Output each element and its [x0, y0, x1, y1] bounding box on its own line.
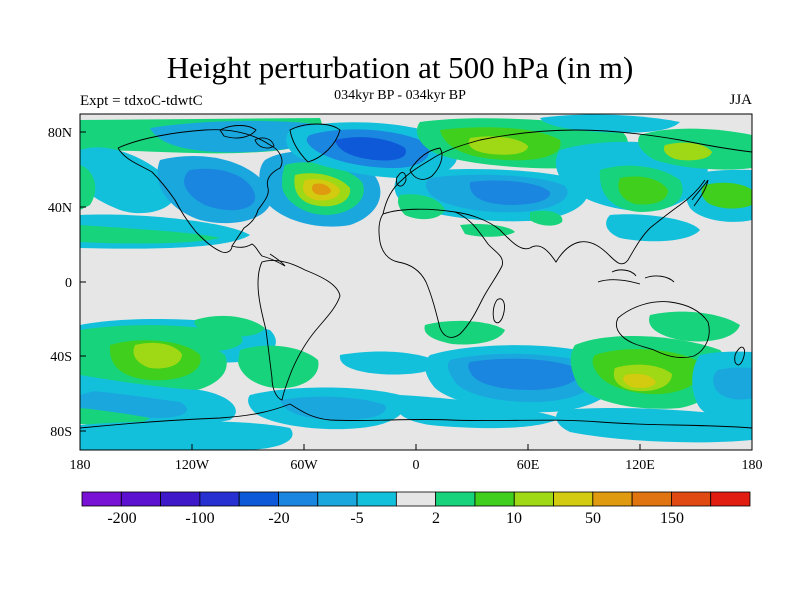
contour-region: [701, 182, 752, 209]
colorbar-swatch: [395, 491, 437, 507]
colorbar-swatch: [710, 491, 751, 507]
contour-region: [424, 320, 505, 345]
coastline-north-america-west: [117, 147, 233, 253]
colorbar-swatch: [435, 491, 476, 507]
colorbar: [81, 491, 751, 507]
colorbar-swatch: [356, 491, 397, 507]
lon-tick-label: 120E: [625, 458, 655, 473]
lat-tick-label: 80S: [50, 425, 72, 440]
colorbar-label: 2: [432, 510, 440, 527]
colorbar-labels: -200 -100 -20 -5 2 10 50 150: [107, 510, 684, 527]
contour-region: [540, 114, 680, 133]
contour-region: [623, 373, 656, 388]
contour-region: [713, 367, 752, 400]
contour-region: [618, 176, 668, 205]
coastline-new-zealand: [734, 346, 745, 366]
contour-region: [649, 311, 740, 342]
colorbar-swatch: [278, 491, 319, 507]
coastline-north-america: [117, 129, 286, 267]
season-label: JJA: [729, 92, 752, 108]
map-title: Height perturbation at 500 hPa (in m): [166, 50, 634, 85]
coastline-madagascar: [492, 298, 505, 324]
lat-tick-label: 40S: [50, 350, 72, 365]
colorbar-swatch: [160, 491, 201, 507]
colorbar-swatch: [631, 491, 672, 507]
coastline-eurasia: [382, 129, 752, 215]
contour-region: [80, 225, 220, 244]
lon-tick-label: 120W: [175, 458, 210, 473]
coastline-scandinavia: [409, 147, 443, 180]
contour-region: [184, 168, 256, 211]
contour-region: [80, 165, 96, 210]
coastline-south-america: [257, 259, 341, 401]
coastline-uk: [395, 172, 407, 187]
contour-region: [469, 180, 551, 205]
coastlines: [80, 123, 752, 429]
colorbar-swatch: [199, 491, 240, 507]
contour-region: [530, 210, 563, 226]
lon-tick-label: 60W: [290, 458, 318, 473]
contour-region: [194, 315, 265, 337]
colorbar-label: -100: [185, 510, 214, 527]
contour-region: [80, 408, 150, 426]
contour-region: [80, 378, 99, 395]
coastline-japan: [691, 179, 709, 207]
colorbar-label: -20: [268, 510, 289, 527]
contour-region: [280, 396, 386, 420]
coastline-africa: [378, 208, 503, 338]
contour-region: [335, 137, 406, 161]
colorbar-swatch: [553, 491, 594, 507]
colorbar-label: 150: [660, 510, 684, 527]
contour-region: [80, 420, 293, 450]
colorbar-swatch: [592, 491, 633, 507]
contour-region: [80, 147, 176, 214]
colorbar-swatch: [120, 491, 161, 507]
lat-tick-label: 80N: [48, 126, 72, 141]
contour-region: [556, 407, 752, 443]
colorbar-swatch: [81, 491, 122, 507]
contour-region: [468, 136, 528, 155]
contour-field: [80, 114, 752, 450]
colorbar-swatch: [317, 491, 358, 507]
contour-region: [460, 223, 515, 237]
contour-region: [397, 194, 445, 220]
coastline-antarctica: [80, 403, 752, 429]
contour-region: [663, 142, 712, 161]
colorbar-label: -200: [107, 510, 136, 527]
colorbar-swatch: [513, 491, 554, 507]
coastline-greenland: [289, 123, 341, 163]
map-subtitle: 034kyr BP - 034kyr BP: [334, 88, 466, 103]
contour-region: [133, 342, 182, 369]
colorbar-label: 10: [506, 510, 522, 527]
colorbar-label: -5: [350, 510, 363, 527]
colorbar-label: 50: [585, 510, 601, 527]
lat-tick-label: 40N: [48, 201, 72, 216]
contour-region: [606, 214, 700, 242]
colorbar-swatch: [671, 491, 712, 507]
contour-region: [311, 183, 331, 195]
contour-region: [468, 358, 581, 390]
coastline-arctic-islands: [219, 125, 275, 149]
coastline-australia: [615, 301, 710, 359]
colorbar-swatch: [238, 491, 279, 507]
latitude-axis: 80N 40N 0 40S 80S: [48, 126, 86, 440]
lon-tick-label: 0: [413, 458, 420, 473]
lat-tick-label: 0: [65, 276, 72, 291]
lon-tick-label: 60E: [517, 458, 540, 473]
coastline-asia-south: [454, 179, 706, 265]
contour-region: [339, 351, 440, 375]
contour-region: [150, 120, 332, 153]
experiment-label: Expt = tdxoC-tdwtC: [80, 93, 203, 109]
longitude-axis: 180 120W 60W 0 60E 120E 180: [70, 444, 763, 473]
lon-tick-label: 180: [70, 458, 91, 473]
coastline-indonesia: [597, 269, 675, 285]
lon-tick-label: 180: [742, 458, 763, 473]
colorbar-swatch: [474, 491, 515, 507]
contour-region: [80, 390, 188, 418]
